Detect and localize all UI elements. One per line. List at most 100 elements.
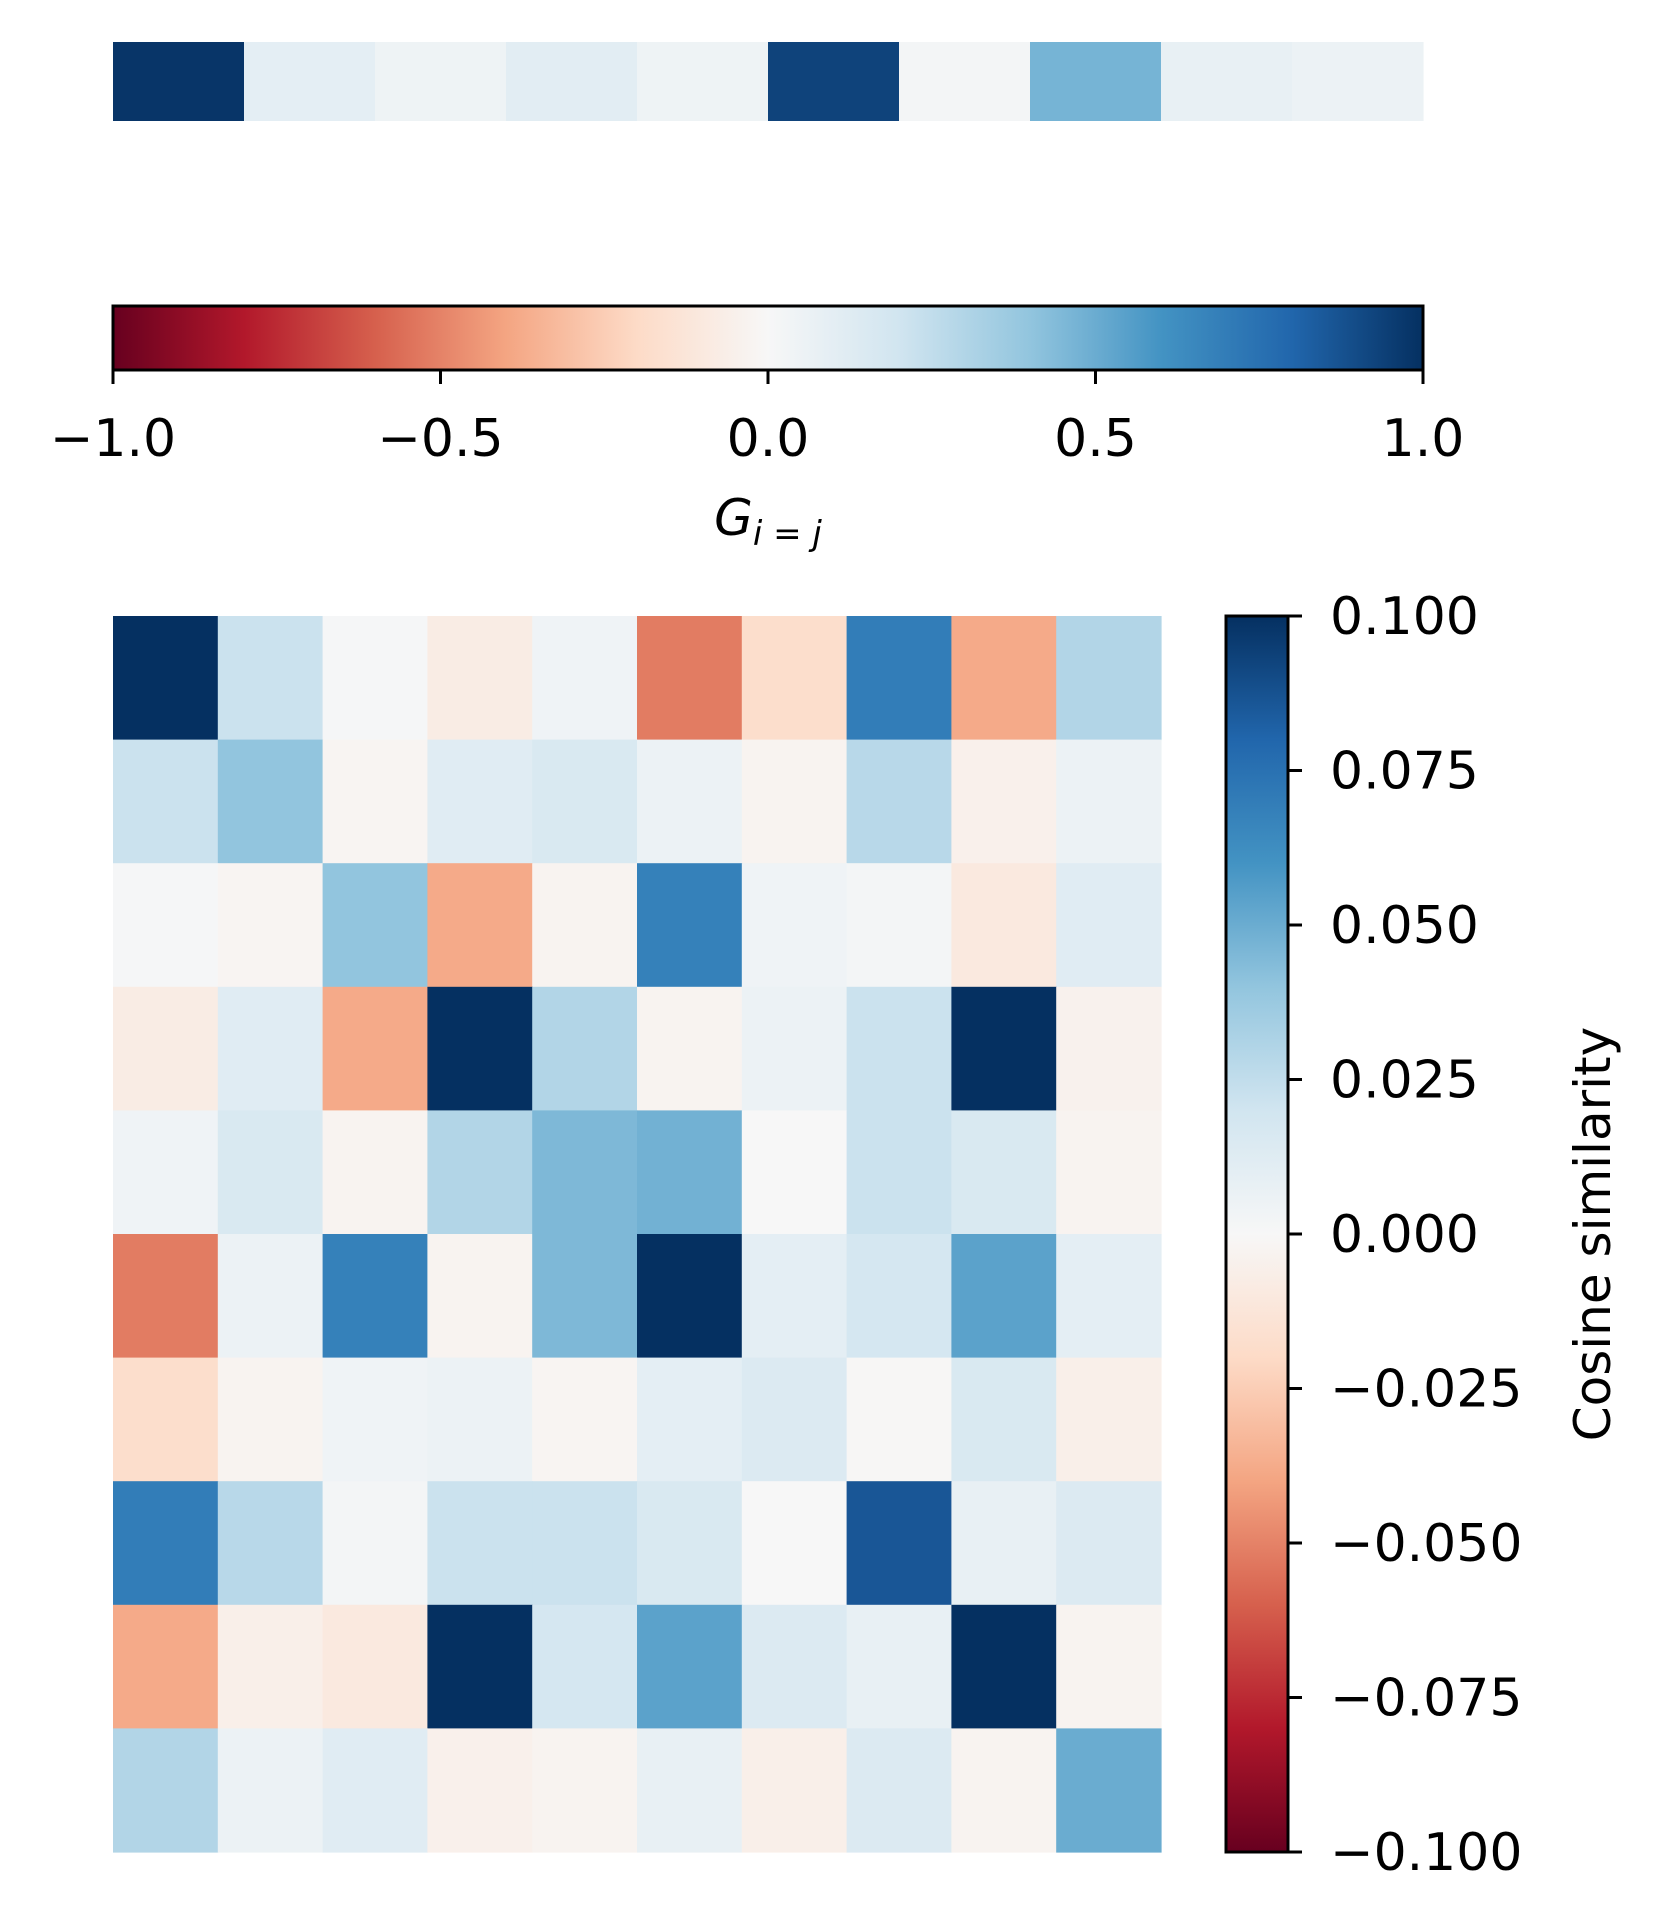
- matrix-cell: [951, 1481, 1057, 1606]
- matrix-cell: [113, 986, 219, 1111]
- matrix-cell: [637, 1604, 743, 1729]
- matrix-cell: [532, 616, 638, 741]
- matrix-cell: [217, 863, 324, 988]
- matrix-cell: [322, 739, 428, 864]
- matrix-cell: [846, 1234, 952, 1359]
- matrix-cell: [113, 1481, 219, 1606]
- matrix-cell: [846, 616, 952, 741]
- vcbar-tick-label: 0.100: [1330, 587, 1479, 647]
- matrix-cell: [217, 1481, 324, 1606]
- matrix-cell: [741, 863, 848, 988]
- matrix-cell: [846, 986, 952, 1111]
- matrix-cell: [637, 863, 743, 988]
- matrix-cell: [1056, 1234, 1162, 1359]
- vcbar-tick-label: −0.050: [1330, 1514, 1522, 1574]
- matrix-cell: [217, 1728, 324, 1853]
- matrix-cell: [951, 1234, 1057, 1359]
- matrix-cell: [113, 616, 219, 741]
- vcbar-tick-label: 0.000: [1330, 1205, 1479, 1265]
- strip-cell: [768, 42, 900, 121]
- matrix-cell: [1056, 1357, 1162, 1482]
- hcbar-tick-label: −1.0: [50, 409, 176, 469]
- diagonal-strip-heatmap: [113, 42, 1424, 121]
- matrix-cell: [741, 986, 848, 1111]
- vcbar-tick-label: −0.100: [1330, 1823, 1522, 1883]
- vcbar-tick-label: −0.025: [1330, 1360, 1522, 1420]
- matrix-cell: [951, 1728, 1057, 1853]
- matrix-cell: [1056, 1604, 1162, 1729]
- hcbar-tick-label: 0.5: [1054, 409, 1137, 469]
- horizontal-colorbar-label: Gi = j: [714, 489, 822, 554]
- matrix-cell: [741, 1234, 848, 1359]
- matrix-cell: [951, 1110, 1057, 1235]
- vcbar-tick-label: 0.025: [1330, 1051, 1479, 1111]
- matrix-cell: [951, 616, 1057, 741]
- matrix-cell: [427, 1604, 533, 1729]
- matrix-cell: [846, 863, 952, 988]
- strip-cell: [1292, 42, 1424, 121]
- matrix-cell: [637, 739, 743, 864]
- strip-cell: [375, 42, 507, 121]
- matrix-cell: [113, 1728, 219, 1853]
- matrix-cell: [427, 1481, 533, 1606]
- matrix-cell: [427, 1234, 533, 1359]
- matrix-cell: [427, 616, 533, 741]
- matrix-cell: [532, 986, 638, 1111]
- matrix-cell: [427, 1110, 533, 1235]
- matrix-cell: [427, 863, 533, 988]
- hcbar-tick-label: −0.5: [377, 409, 503, 469]
- matrix-cell: [217, 616, 324, 741]
- matrix-cell: [1056, 863, 1162, 988]
- vcbar-tick-label: 0.075: [1330, 742, 1479, 802]
- matrix-cell: [1056, 1728, 1162, 1853]
- matrix-cell: [113, 1110, 219, 1235]
- matrix-cell: [217, 1234, 324, 1359]
- matrix-cell: [741, 1110, 848, 1235]
- strip-cell: [113, 42, 245, 121]
- matrix-cell: [427, 986, 533, 1111]
- matrix-cell: [951, 1357, 1057, 1482]
- matrix-cell: [322, 1481, 428, 1606]
- matrix-cell: [217, 1604, 324, 1729]
- matrix-cell: [532, 1604, 638, 1729]
- matrix-cell: [532, 863, 638, 988]
- strip-cell: [506, 42, 638, 121]
- vertical-colorbar-gradient: [1224, 614, 1290, 1854]
- horizontal-colorbar-gradient: [111, 304, 1425, 372]
- matrix-cell: [637, 986, 743, 1111]
- matrix-cell: [637, 1357, 743, 1482]
- strip-cell: [1030, 42, 1162, 121]
- matrix-cell: [322, 863, 428, 988]
- matrix-cell: [741, 1357, 848, 1482]
- matrix-cell: [322, 1234, 428, 1359]
- matrix-cell: [846, 739, 952, 864]
- matrix-cell: [741, 739, 848, 864]
- matrix-cell: [113, 863, 219, 988]
- matrix-cell: [951, 739, 1057, 864]
- matrix-cell: [741, 1728, 848, 1853]
- matrix-cell: [1056, 739, 1162, 864]
- matrix-cell: [322, 1110, 428, 1235]
- matrix-cell: [741, 616, 848, 741]
- matrix-cell: [113, 1604, 219, 1729]
- hcbar-tick-label: 1.0: [1382, 409, 1465, 469]
- matrix-cell: [427, 1728, 533, 1853]
- matrix-cell: [113, 1234, 219, 1359]
- matrix-cell: [113, 1357, 219, 1482]
- matrix-cell: [1056, 616, 1162, 741]
- matrix-cell: [532, 1234, 638, 1359]
- strip-cell: [1161, 42, 1293, 121]
- matrix-cell: [217, 1357, 324, 1482]
- matrix-cell: [1056, 1481, 1162, 1606]
- matrix-cell: [532, 1110, 638, 1235]
- vertical-colorbar-label: Cosine similarity: [1564, 1027, 1622, 1442]
- matrix-cell: [741, 1481, 848, 1606]
- matrix-cell: [637, 1234, 743, 1359]
- matrix-cell: [846, 1604, 952, 1729]
- matrix-cell: [532, 1357, 638, 1482]
- horizontal-colorbar: −1.0 −0.5 0.0 0.5 1.0 Gi = j: [50, 304, 1465, 554]
- matrix-cell: [741, 1604, 848, 1729]
- matrix-cell: [846, 1481, 952, 1606]
- matrix-cell: [637, 1481, 743, 1606]
